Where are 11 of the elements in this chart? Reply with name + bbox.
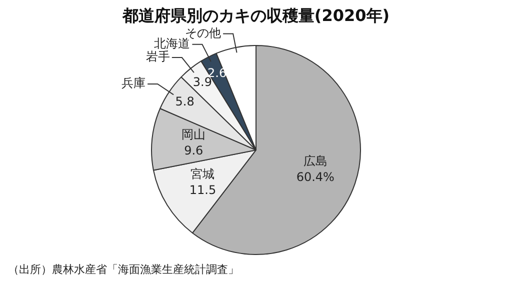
slice-label: 岡山 bbox=[182, 127, 206, 142]
slice-label: 広島 bbox=[303, 154, 328, 168]
chart-title: 都道府県別のカキの収穫量(2020年) bbox=[121, 6, 391, 27]
data-label: 11.5 bbox=[189, 183, 216, 198]
data-label: 60.4% bbox=[296, 170, 334, 184]
data-label: 5.8 bbox=[175, 94, 194, 108]
text: （出所）農林水産省「海面漁業生産統計調査」 bbox=[8, 262, 239, 277]
slice-label: 兵庫 bbox=[122, 76, 146, 90]
slice-label: 宮城 bbox=[190, 167, 215, 182]
slice-label: 岩手 bbox=[146, 50, 170, 64]
data-label: 9.6 bbox=[184, 143, 204, 158]
